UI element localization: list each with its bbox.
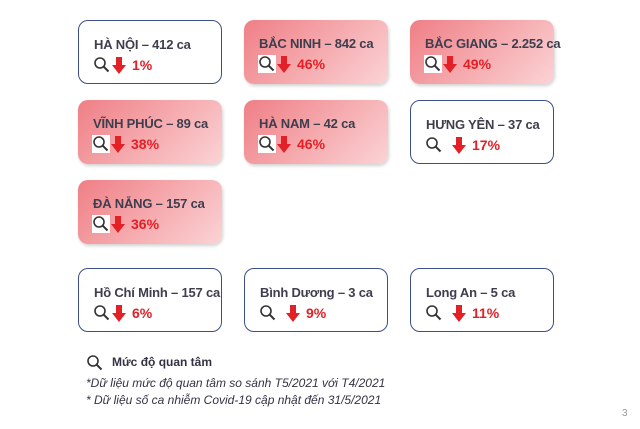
province-card-ha-nam: HÀ NAM – 42 ca 46% [244,100,388,164]
card-title: BẮC NINH – 842 ca [259,36,374,51]
legend-label: Mức độ quan tâm [112,355,213,369]
percent-change: 46% [297,56,326,72]
province-card-bac-ninh: BẮC NINH – 842 ca 46% [244,20,388,84]
province-card-hung-yen: HƯNG YÊN – 37 ca 17% [410,100,554,164]
arrow-down-icon [112,304,126,322]
percent-change: 46% [297,136,326,152]
percent-change: 9% [306,305,327,321]
percent-change: 11% [472,305,500,321]
arrow-down-icon [286,304,300,322]
search-icon [424,55,442,73]
percent-change: 17% [472,137,501,153]
card-title: BẮC GIANG – 2.252 ca [425,36,561,51]
province-card-vinh-phuc: VĨNH PHÚC – 89 ca 38% [78,100,222,164]
card-title: HƯNG YÊN – 37 ca [426,117,540,132]
search-icon [425,304,443,322]
arrow-down-icon [111,215,125,233]
search-icon [92,215,110,233]
search-icon [258,55,276,73]
arrow-down-icon [277,55,291,73]
search-icon [86,354,103,371]
percent-change: 38% [131,136,160,152]
card-title: Bình Dương – 3 ca [260,285,373,300]
search-icon [92,135,110,153]
search-icon [93,304,111,322]
card-title: HÀ NỘI – 412 ca [94,37,191,52]
arrow-down-icon [111,135,125,153]
province-card-ho-chi-minh: Hồ Chí Minh – 157 ca 6% [78,268,222,332]
footnote-cases: * Dữ liệu số ca nhiễm Covid-19 cập nhật … [86,393,382,407]
province-card-bac-giang: BẮC GIANG – 2.252 ca 49% [410,20,561,84]
province-card-long-an: Long An – 5 ca 11% [410,268,554,332]
search-icon [425,136,443,154]
arrow-down-icon [452,304,466,322]
page-number: 3 [622,408,628,419]
percent-change: 49% [463,56,492,72]
search-icon [259,304,277,322]
footnote-interest: *Dữ liệu mức độ quan tâm so sánh T5/2021… [86,376,386,390]
percent-change: 6% [132,305,153,321]
province-card-da-nang: ĐÀ NẴNG – 157 ca 36% [78,180,222,244]
province-card-ha-noi: HÀ NỘI – 412 ca 1% [78,20,222,84]
percent-change: 1% [132,57,153,73]
card-title: HÀ NAM – 42 ca [259,116,356,131]
arrow-down-icon [443,55,457,73]
card-title: VĨNH PHÚC – 89 ca [93,116,209,131]
arrow-down-icon [452,136,466,154]
card-title: ĐÀ NẴNG – 157 ca [93,196,205,211]
card-title: Long An – 5 ca [426,285,516,300]
arrow-down-icon [277,135,291,153]
search-icon [258,135,276,153]
card-title: Hồ Chí Minh – 157 ca [94,285,221,300]
percent-change: 36% [131,216,160,232]
arrow-down-icon [112,56,126,74]
province-card-binh-duong: Bình Dương – 3 ca 9% [244,268,388,332]
search-icon [93,56,111,74]
legend: Mức độ quan tâm [86,354,213,371]
